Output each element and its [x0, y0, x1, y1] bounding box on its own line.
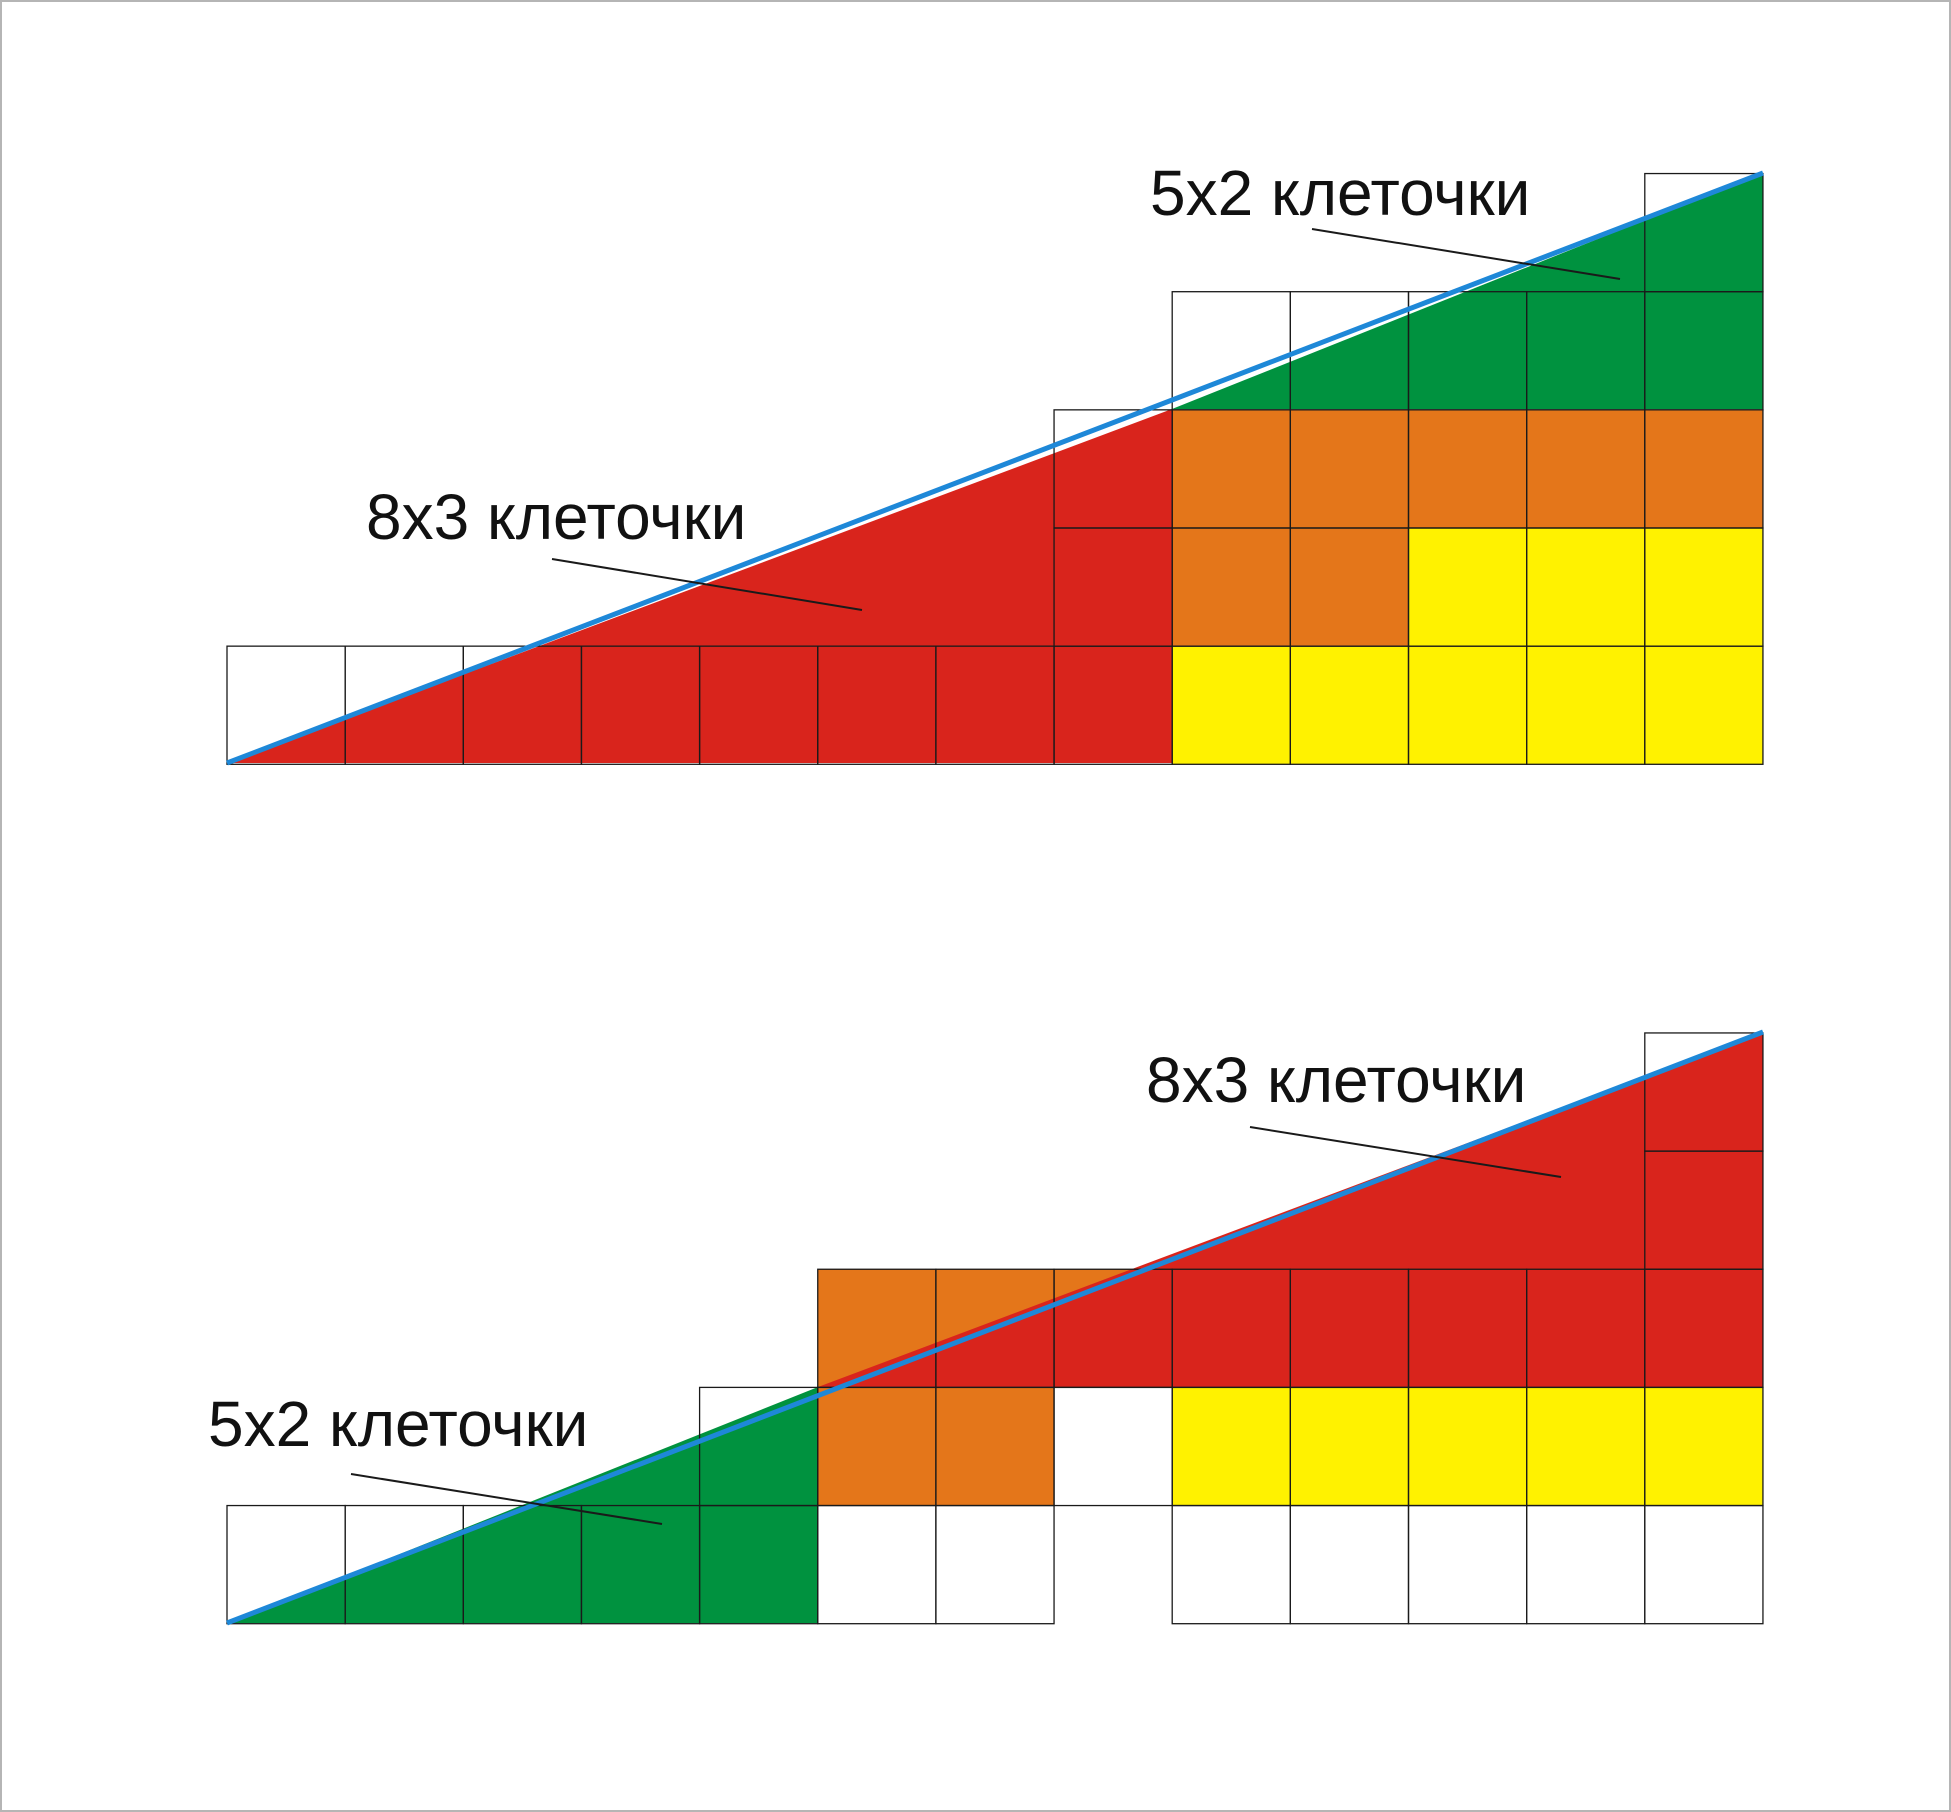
bottom-yellow-cell [1172, 1387, 1291, 1506]
bottom-yellow-cell [1408, 1387, 1527, 1506]
top-blue-hypotenuse [226, 170, 1764, 766]
top-grid-cell [1644, 172, 1764, 293]
top-orange-cell [1172, 409, 1291, 528]
bottom-grid-lines [226, 1032, 1764, 1625]
top-orange-cell [1408, 409, 1527, 528]
top-yellow-cell [1172, 646, 1291, 765]
bottom-yellow-cell [1290, 1387, 1409, 1506]
bottom-small-label: 5x2 клеточки [208, 1388, 588, 1460]
top-orange-cell [1290, 528, 1409, 647]
bottom-grid-cell [1644, 1032, 1764, 1152]
top-big-label: 8x3 клеточки [366, 481, 746, 553]
top-big-label-leader [551, 558, 863, 611]
bottom-big-label: 8x3 клеточки [1146, 1044, 1526, 1116]
top-orange-cell [1290, 409, 1409, 528]
bottom-small-label-leader [350, 1473, 663, 1525]
top-yellow-cell [1408, 646, 1527, 765]
bottom-big-label-leader [1249, 1126, 1562, 1178]
top-orange-cell [1172, 528, 1291, 647]
top-yellow-cell [1526, 528, 1645, 647]
bottom-yellow-cell [1644, 1387, 1763, 1506]
top-yellow-cell [1644, 528, 1763, 647]
top-small-label: 5x2 клеточки [1150, 157, 1530, 229]
top-grid-lines [226, 172, 1764, 765]
top-small-label-leader [1311, 228, 1621, 280]
bottom-blue-hypotenuse [226, 1029, 1764, 1626]
top-orange-cell [1526, 409, 1645, 528]
bottom-figure: 8x3 клеточки 5x2 клеточки [208, 1029, 1764, 1626]
top-colored-cells [1172, 409, 1763, 765]
bottom-orange-cell [817, 1387, 936, 1506]
top-yellow-cell [1290, 646, 1409, 765]
top-yellow-cell [1526, 646, 1645, 765]
bottom-orange-cell [935, 1387, 1055, 1506]
top-orange-cell [1644, 409, 1763, 528]
top-yellow-cell [1644, 646, 1763, 765]
top-yellow-cell [1408, 528, 1527, 647]
top-figure: 5x2 клеточки 8x3 клеточки [226, 157, 1764, 766]
bottom-yellow-cell [1526, 1387, 1645, 1506]
